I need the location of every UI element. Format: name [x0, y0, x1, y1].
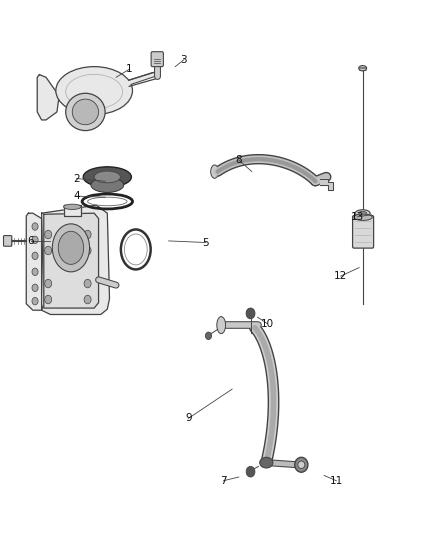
Ellipse shape	[260, 457, 273, 468]
Text: 5: 5	[202, 238, 209, 247]
Text: 4: 4	[73, 191, 80, 201]
Ellipse shape	[354, 214, 372, 221]
Text: 3: 3	[180, 55, 187, 64]
Circle shape	[32, 252, 38, 260]
Text: 1: 1	[126, 64, 133, 74]
Circle shape	[45, 246, 52, 255]
Text: 11: 11	[330, 476, 343, 486]
Circle shape	[84, 230, 91, 239]
Polygon shape	[26, 213, 44, 310]
Text: 8: 8	[235, 155, 242, 165]
Text: 13: 13	[350, 212, 364, 222]
Circle shape	[32, 284, 38, 292]
Circle shape	[84, 295, 91, 304]
Text: 9: 9	[185, 414, 192, 423]
Polygon shape	[42, 205, 110, 314]
Ellipse shape	[91, 177, 124, 192]
Ellipse shape	[72, 99, 99, 125]
FancyBboxPatch shape	[151, 52, 163, 67]
Ellipse shape	[58, 231, 84, 264]
Circle shape	[84, 279, 91, 288]
Text: 6: 6	[27, 236, 34, 246]
Polygon shape	[64, 205, 81, 216]
Ellipse shape	[83, 167, 131, 187]
Circle shape	[32, 268, 38, 276]
Circle shape	[32, 297, 38, 305]
Ellipse shape	[53, 224, 89, 272]
Ellipse shape	[359, 66, 367, 71]
FancyBboxPatch shape	[353, 216, 374, 248]
Text: 7: 7	[220, 476, 227, 486]
Ellipse shape	[56, 67, 132, 115]
Polygon shape	[37, 75, 59, 120]
Ellipse shape	[64, 204, 81, 209]
Circle shape	[32, 223, 38, 230]
FancyBboxPatch shape	[4, 236, 12, 246]
Ellipse shape	[94, 171, 120, 183]
Circle shape	[45, 230, 52, 239]
Circle shape	[84, 246, 91, 255]
Ellipse shape	[211, 165, 219, 178]
Text: 10: 10	[261, 319, 274, 328]
Circle shape	[205, 332, 212, 340]
Circle shape	[246, 466, 255, 477]
Ellipse shape	[359, 211, 367, 215]
Ellipse shape	[217, 317, 226, 334]
Circle shape	[246, 308, 255, 319]
Polygon shape	[320, 179, 333, 190]
Circle shape	[32, 236, 38, 244]
Circle shape	[45, 295, 52, 304]
Polygon shape	[44, 213, 99, 308]
Ellipse shape	[298, 461, 305, 469]
Text: 12: 12	[334, 271, 347, 281]
Circle shape	[45, 279, 52, 288]
Ellipse shape	[355, 209, 370, 216]
Ellipse shape	[295, 457, 308, 472]
Text: 2: 2	[73, 174, 80, 183]
Ellipse shape	[66, 93, 105, 131]
